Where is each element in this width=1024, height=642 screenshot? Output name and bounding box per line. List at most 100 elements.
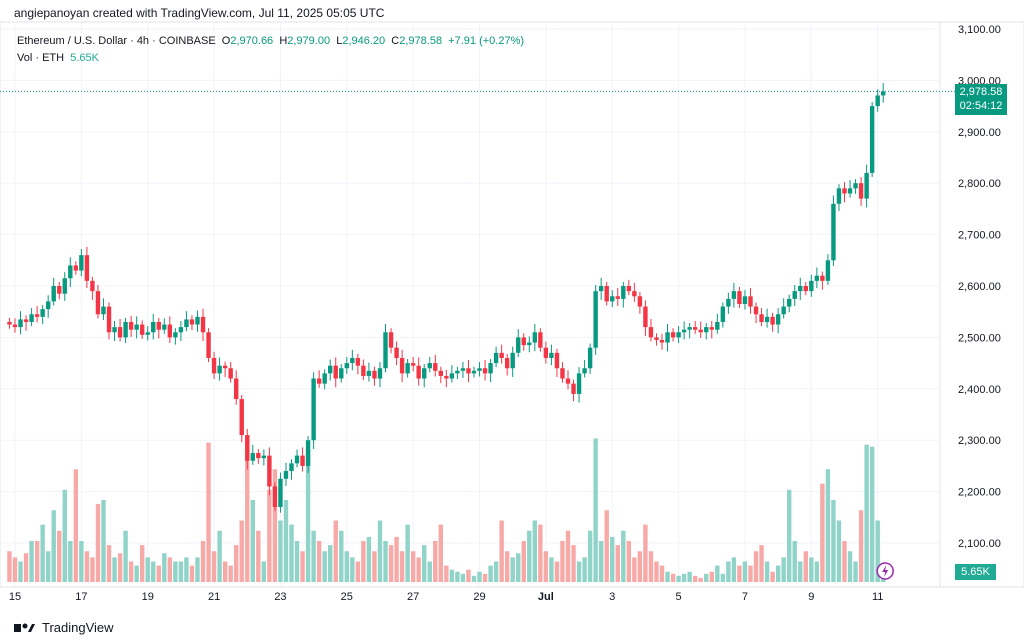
volume-bar — [504, 551, 510, 582]
volume-bar — [493, 561, 499, 582]
volume-bar — [388, 545, 394, 582]
candle-body — [278, 478, 283, 508]
volume-bar — [222, 561, 228, 582]
volume-bar — [847, 551, 853, 582]
volume-bar — [449, 569, 455, 582]
volume-bar — [576, 561, 582, 582]
candle-body — [283, 471, 289, 479]
volume-bar — [809, 557, 814, 582]
tradingview-logo-icon — [14, 623, 35, 632]
volume-bar — [79, 541, 84, 582]
candle-body — [516, 337, 521, 353]
candle-body — [449, 373, 455, 379]
volume-bar — [692, 575, 698, 582]
footer-brand: TradingView — [42, 620, 114, 635]
volume-bar — [565, 530, 571, 582]
candle-body — [162, 324, 167, 330]
volume-bar — [571, 545, 576, 582]
volume-bar — [499, 520, 504, 582]
volume-bar — [410, 551, 416, 582]
candle-body — [84, 255, 90, 281]
candle-body — [704, 327, 709, 333]
y-tick-label: 2,700.00 — [958, 230, 1001, 242]
candle-body — [272, 486, 278, 508]
x-tick-label: 11 — [872, 591, 883, 603]
candle-body — [40, 309, 45, 317]
candle-body — [748, 296, 753, 307]
candle-body — [101, 306, 106, 315]
candle-body — [532, 332, 538, 343]
volume-bar — [167, 557, 173, 582]
tradingview-logo[interactable]: TradingView — [14, 620, 114, 635]
volume-bar — [582, 557, 587, 582]
candle-body — [659, 339, 665, 343]
volume-bar — [670, 573, 676, 582]
volume-bar — [764, 561, 770, 582]
volume-bar — [510, 557, 515, 582]
candle-body — [134, 324, 139, 330]
candle-body — [405, 363, 410, 374]
candle-body — [560, 368, 565, 379]
symbol-title[interactable]: Ethereum / U.S. Dollar · 4h · COINBASE — [17, 35, 216, 47]
candle-body — [759, 314, 764, 322]
y-tick-label: 3,100.00 — [958, 24, 1001, 36]
candle-body — [438, 370, 444, 376]
volume-bar — [84, 551, 90, 582]
volume-bar — [256, 530, 261, 582]
candle-body — [51, 286, 56, 302]
candle-body — [228, 368, 233, 379]
candle-body — [610, 296, 615, 302]
volume-bar — [643, 524, 648, 582]
volume-bar — [333, 520, 338, 582]
volume-bar — [383, 541, 388, 582]
volume-bar — [742, 561, 748, 582]
volume-bar — [433, 541, 438, 582]
volume-bar — [217, 530, 222, 582]
volume-bar — [18, 561, 23, 582]
candle-body — [499, 352, 504, 358]
volume-bar — [300, 551, 305, 582]
x-tick-label: Jul — [538, 591, 554, 603]
change-value: +7.91 (+0.27%) — [448, 35, 525, 47]
volume-bar — [460, 573, 466, 582]
volume-bar — [659, 565, 665, 582]
candle-body — [361, 365, 366, 376]
candle-body — [643, 306, 648, 328]
volume-bar — [521, 541, 526, 582]
x-tick-label: 17 — [75, 591, 87, 603]
bar-countdown: 02:54:12 — [959, 100, 1003, 112]
volume-bar — [250, 500, 255, 582]
volume-bar — [587, 530, 593, 582]
volume-bar — [134, 565, 139, 582]
y-tick-label: 2,200.00 — [958, 487, 1001, 499]
x-tick-label: 5 — [676, 591, 682, 603]
volume-bar — [687, 571, 692, 582]
volume-label[interactable]: Vol · ETH — [17, 52, 65, 64]
open-value: 2,970.66 — [230, 35, 274, 47]
y-tick-label: 2,400.00 — [958, 384, 1001, 396]
candle-body — [665, 332, 670, 343]
candle-body — [648, 327, 654, 338]
candle-body — [79, 255, 84, 271]
candle-body — [239, 399, 244, 436]
candle-body — [57, 286, 62, 294]
volume-bar — [516, 553, 521, 582]
candle-body — [433, 363, 438, 371]
candle-body — [587, 347, 593, 369]
volume-bar — [128, 561, 134, 582]
candle-body — [831, 203, 836, 261]
candle-body — [836, 188, 842, 204]
y-tick-label: 2,900.00 — [958, 127, 1001, 139]
volume-bar — [825, 469, 831, 582]
volume-bar — [283, 500, 289, 582]
volume-bar — [278, 520, 283, 582]
candle-body — [344, 363, 349, 369]
volume-bar — [366, 536, 372, 582]
candle-body — [7, 321, 12, 325]
volume-bar — [720, 573, 726, 582]
candle-body — [12, 324, 18, 328]
chart-credit: angiepanoyan created with TradingView.co… — [14, 6, 385, 20]
candle-body — [775, 314, 781, 325]
volume-bar — [593, 438, 598, 582]
